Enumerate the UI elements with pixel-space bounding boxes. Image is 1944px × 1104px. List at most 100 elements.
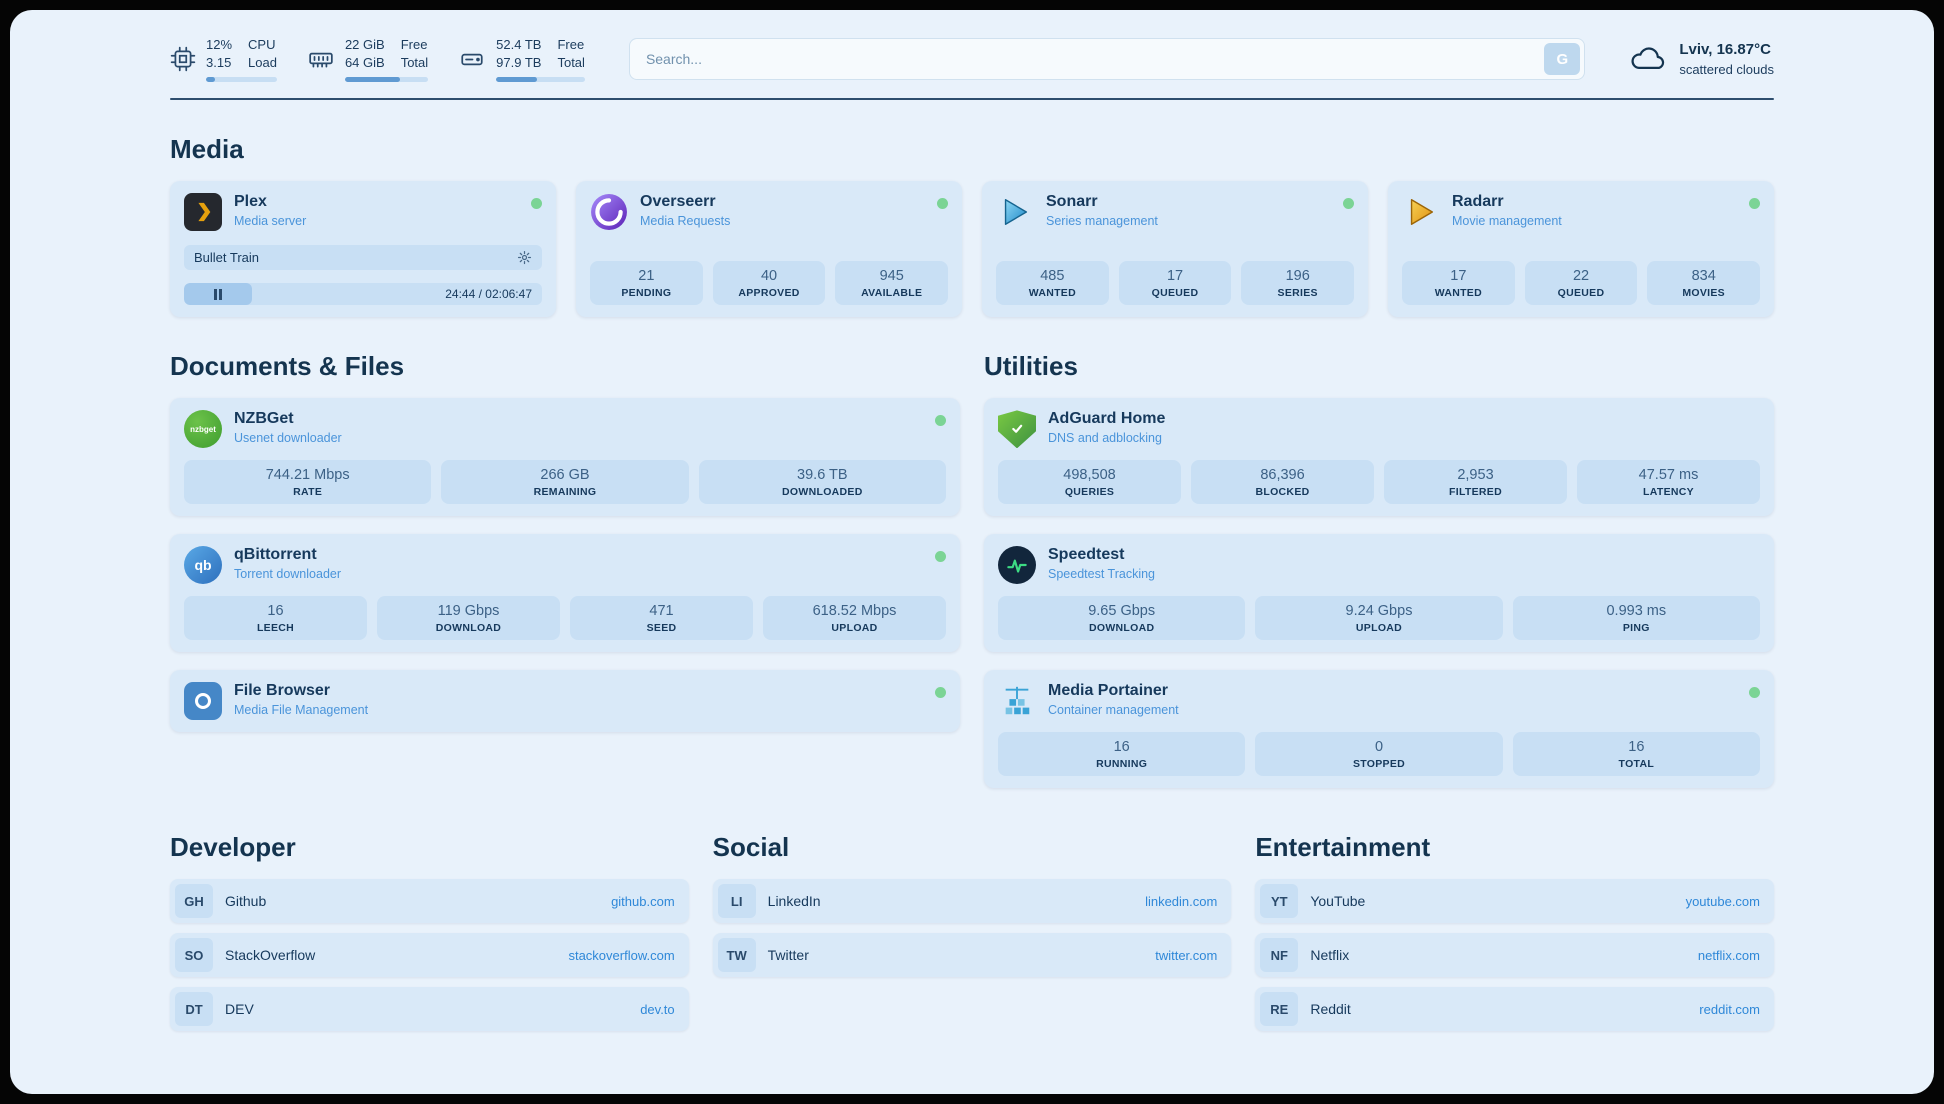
- app-card-portainer[interactable]: Media Portainer Container management 16 …: [984, 670, 1774, 789]
- plex-now-playing: Bullet Train: [184, 244, 542, 270]
- bookmark-url: youtube.com: [1685, 893, 1760, 909]
- stat-box: 2,953 FILTERED: [1384, 460, 1567, 505]
- playback-progress-bar[interactable]: 24:44 / 02:06:47: [184, 283, 542, 306]
- cpu-progress-bar: [206, 77, 277, 83]
- disk-icon: [461, 53, 483, 66]
- portainer-logo-icon: [998, 682, 1036, 720]
- adguard-logo-icon: [998, 410, 1036, 449]
- bookmark-url: stackoverflow.com: [568, 947, 675, 963]
- disk-progress-bar: [496, 77, 585, 83]
- stat-box: 196 SERIES: [1241, 261, 1355, 306]
- stat-box: 471 SEED: [570, 596, 753, 641]
- radarr-logo-icon: [1402, 193, 1440, 231]
- bookmark-url: linkedin.com: [1145, 893, 1218, 909]
- bookmark-name: Reddit: [1310, 1001, 1351, 1018]
- app-name: AdGuard Home: [1048, 410, 1166, 428]
- app-card-qbittorrent[interactable]: qb qBittorrent Torrent downloader 16 LEE…: [170, 534, 960, 653]
- overseerr-logo-icon: [590, 193, 628, 231]
- stat-box: 266 GB REMAINING: [441, 460, 689, 505]
- app-card-overseerr[interactable]: Overseerr Media Requests 21 PENDING 40 A…: [576, 181, 962, 318]
- bookmark-reddit[interactable]: RE Reddit reddit.com: [1255, 987, 1774, 1032]
- bookmark-url: netflix.com: [1697, 947, 1760, 963]
- bookmark-twitter[interactable]: TW Twitter twitter.com: [712, 933, 1232, 978]
- utilities-section-title: Utilities: [984, 351, 1078, 382]
- app-subtitle: Container management: [1048, 703, 1179, 718]
- section-media: Media Plex Media server Bullet Train: [170, 134, 1774, 318]
- disk-label-bottom: Total: [557, 55, 585, 71]
- app-name: Overseerr: [640, 193, 716, 211]
- app-name: Speedtest: [1048, 546, 1125, 564]
- speedtest-logo-icon: [998, 546, 1036, 585]
- bookmark-abbr: LI: [717, 884, 756, 919]
- stat-box: 17 QUEUED: [1118, 261, 1232, 306]
- pause-icon[interactable]: [214, 288, 222, 300]
- stat-box: 744.21 Mbps RATE: [184, 460, 432, 505]
- stat-box: 498,508 QUERIES: [998, 460, 1181, 505]
- bookmark-abbr: DT: [175, 992, 213, 1027]
- bookmark-name: LinkedIn: [767, 893, 821, 910]
- cpu-monitor: 12% 3.15 CPU Load: [170, 36, 277, 83]
- status-dot: [935, 551, 946, 563]
- ram-label-top: Free: [400, 37, 428, 52]
- disk-monitor: 52.4 TB 97.9 TB Free Total: [458, 36, 585, 83]
- bookmark-abbr: YT: [1260, 884, 1299, 919]
- disk-label-top: Free: [557, 37, 585, 52]
- bookmark-abbr: GH: [175, 884, 213, 919]
- app-name: Sonarr: [1046, 193, 1098, 211]
- app-name: Media Portainer: [1048, 682, 1169, 700]
- ram-monitor: 22 GiB 64 GiB Free Total: [307, 36, 429, 83]
- documents-section-title: Documents & Files: [170, 351, 405, 382]
- stat-box: 834 MOVIES: [1647, 261, 1761, 306]
- search-engine-button[interactable]: G: [1544, 43, 1581, 76]
- bookmark-linkedin[interactable]: LI LinkedIn linkedin.com: [712, 879, 1232, 924]
- app-subtitle: Movie management: [1452, 214, 1562, 229]
- status-dot: [1343, 198, 1354, 210]
- app-name: File Browser: [234, 682, 331, 700]
- app-card-sonarr[interactable]: Sonarr Series management 485 WANTED 17 Q…: [982, 181, 1368, 318]
- bookmark-dev[interactable]: DT DEV dev.to: [170, 987, 689, 1032]
- app-subtitle: Speedtest Tracking: [1048, 567, 1156, 582]
- status-dot: [531, 198, 542, 210]
- disk-free: 52.4 TB: [496, 37, 542, 52]
- stat-box: 22 QUEUED: [1524, 261, 1638, 306]
- topbar: 12% 3.15 CPU Load 22 GiB: [170, 36, 1774, 83]
- stat-box: 618.52 Mbps UPLOAD: [763, 596, 946, 641]
- bookmark-github[interactable]: GH Github github.com: [170, 879, 689, 924]
- search-input[interactable]: [628, 38, 1586, 81]
- gear-icon[interactable]: [517, 250, 532, 265]
- bookmark-netflix[interactable]: NF Netflix netflix.com: [1255, 933, 1774, 978]
- ram-free: 22 GiB: [344, 37, 385, 52]
- app-card-speedtest[interactable]: Speedtest Speedtest Tracking 9.65 Gbps D…: [984, 534, 1774, 653]
- disk-total: 97.9 TB: [496, 55, 542, 71]
- status-dot: [935, 687, 946, 699]
- bookmark-url: dev.to: [640, 1001, 675, 1017]
- bookmark-stackoverflow[interactable]: SO StackOverflow stackoverflow.com: [170, 933, 689, 978]
- app-card-radarr[interactable]: Radarr Movie management 17 WANTED 22 QUE…: [1388, 181, 1774, 318]
- stat-box: 0.993 ms PING: [1512, 596, 1760, 641]
- stat-box: 16 TOTAL: [1512, 732, 1760, 777]
- bookmark-abbr: RE: [1260, 992, 1299, 1027]
- bookmark-url: twitter.com: [1155, 947, 1218, 963]
- cpu-label-top: CPU: [248, 37, 276, 52]
- entertainment-section-title: Entertainment: [1255, 832, 1431, 863]
- stat-box: 16 RUNNING: [998, 732, 1246, 777]
- app-card-plex[interactable]: Plex Media server Bullet Train: [170, 181, 556, 318]
- now-playing-title: Bullet Train: [194, 249, 260, 265]
- topbar-divider: [170, 98, 1774, 101]
- stat-box: 39.6 TB DOWNLOADED: [698, 460, 946, 505]
- stat-box: 47.57 ms LATENCY: [1577, 460, 1760, 505]
- app-name: qBittorrent: [234, 546, 317, 564]
- stat-box: 17 WANTED: [1402, 261, 1515, 306]
- bookmark-name: YouTube: [1310, 893, 1366, 910]
- app-card-nzbget[interactable]: nzbget NZBGet Usenet downloader 744.21 M…: [170, 398, 960, 517]
- app-card-filebrowser[interactable]: File Browser Media File Management: [170, 670, 960, 733]
- bookmarks-social: Social LI LinkedIn linkedin.com TW Twitt…: [712, 832, 1232, 1031]
- status-dot: [937, 198, 948, 210]
- bookmark-youtube[interactable]: YT YouTube youtube.com: [1255, 879, 1774, 924]
- playback-time: 24:44 / 02:06:47: [445, 287, 532, 302]
- bookmarks-entertainment: Entertainment YT YouTube youtube.com NF …: [1255, 832, 1774, 1032]
- stat-box: 9.24 Gbps UPLOAD: [1255, 596, 1503, 641]
- app-card-adguard[interactable]: AdGuard Home DNS and adblocking 498,508 …: [984, 398, 1774, 517]
- cpu-percent: 12%: [206, 37, 233, 52]
- weather-widget: Lviv, 16.87°C scattered clouds: [1629, 40, 1774, 78]
